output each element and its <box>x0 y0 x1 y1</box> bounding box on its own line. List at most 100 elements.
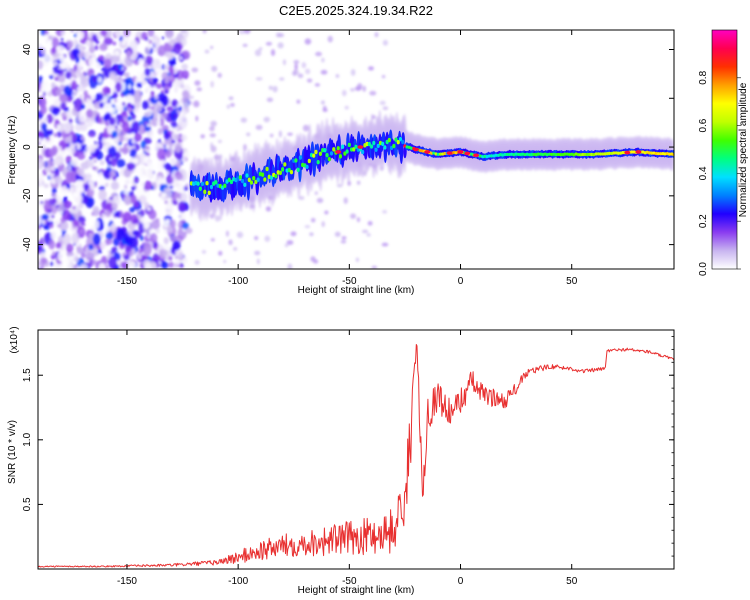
spectrogram-band-core <box>321 148 325 153</box>
spectrogram-noise-blob <box>144 77 148 81</box>
spectrogram-halo-blob <box>228 96 234 101</box>
spectrogram-band-core <box>327 156 331 162</box>
spectrogram-noise-blob <box>38 264 41 269</box>
snr-x-tick-label: 50 <box>566 576 578 587</box>
snr-x-tick-label: -100 <box>228 576 248 587</box>
spectrogram-noise-blob <box>88 103 93 107</box>
spectrogram-noise-blob <box>145 36 149 42</box>
spectrogram-halo-blob <box>327 35 333 43</box>
spectrogram-halo-blob <box>214 215 221 222</box>
spectrogram-noise-blob <box>38 214 42 226</box>
spectrogram-noise-blob <box>162 112 168 118</box>
spectrogram-noise-blob <box>68 255 73 261</box>
colorbar-tick-label: 0.6 <box>698 118 709 132</box>
spectrogram-halo-blob <box>246 132 251 137</box>
spectrogram-noise-blob <box>52 251 56 256</box>
spectrogram-halo-blob <box>284 243 289 248</box>
spectrogram-noise-blob <box>174 142 182 153</box>
spectrogram-noise-blob <box>46 211 54 222</box>
spectrogram-noise-blob <box>43 117 48 123</box>
spectrogram-noise-blob <box>163 162 172 170</box>
spectrogram-noise-blob <box>168 126 172 130</box>
spectrogram-noise-blob <box>151 116 159 127</box>
spectrogram-noise-blob <box>111 130 118 139</box>
spectrogram-halo-blob <box>336 183 343 188</box>
spectrogram-noise-blob <box>147 207 151 211</box>
spectrogram-noise-blob <box>51 47 57 54</box>
spectrogram-band-core <box>238 175 242 180</box>
spectrogram-halo-blob <box>210 142 214 150</box>
spectrogram-noise-blob <box>72 206 76 210</box>
snr-y-ticks: 0.5 1.0 1.5 <box>22 336 674 557</box>
spectrogram-noise-blob <box>123 194 132 206</box>
spectrogram-noise-blob <box>38 226 41 231</box>
spectrogram-noise-blob <box>137 58 144 64</box>
spectrogram-noise-blob <box>157 45 166 57</box>
spectrogram-noise-blob <box>93 159 98 163</box>
spectrogram-band-core <box>323 147 327 153</box>
spectrogram-noise-blob <box>114 30 123 38</box>
spectrogram-noise-blob <box>65 171 74 184</box>
spectrogram-noise-blob <box>178 114 188 129</box>
spectrogram-band-core <box>207 190 211 196</box>
spectrogram-noise-blob <box>141 100 150 110</box>
spectrogram-noise-blob <box>50 231 57 240</box>
spectrogram-halo-blob <box>255 124 263 131</box>
spectrogram-halo-blob <box>277 42 284 49</box>
spectrogram-noise-blob <box>98 185 105 191</box>
spectrogram-noise-blob <box>172 249 175 255</box>
spectrogram-halo-blob <box>210 238 215 242</box>
spectrogram-noise-blob <box>161 71 169 80</box>
spectrogram-halo-blob <box>225 230 229 237</box>
spectrogram-noise-blob <box>77 215 86 223</box>
spectrogram-halo-blob <box>379 100 386 106</box>
spectrogram-halo-blob <box>314 83 321 87</box>
spectrogram-noise-blob <box>76 186 85 194</box>
spectrogram-noise-blob <box>111 54 119 64</box>
spectrogram-noise-blob <box>38 230 41 239</box>
snr-x-ticks: -150 -100 -50 0 50 <box>117 330 578 587</box>
spectrogram-noise-blob <box>92 166 97 170</box>
spectrogram-band-core <box>336 146 340 151</box>
spectrogram-noise-blob <box>154 135 158 140</box>
spectrogram-halo-blob <box>191 67 199 73</box>
spectrogram-band-core <box>227 177 231 183</box>
spectrogram-band-core <box>229 179 234 185</box>
spectrogram-noise-blob <box>144 126 151 132</box>
spectrogram-noise-blob <box>157 138 161 144</box>
spectrogram-noise-blob <box>165 144 170 150</box>
spectrogram-band-core <box>205 181 209 186</box>
spectrogram-halo-blob <box>240 117 248 123</box>
spectrogram-noise-blob <box>163 132 171 140</box>
spectrogram-halo-blob <box>356 180 361 185</box>
spectrogram-noise-blob <box>133 168 139 173</box>
spectrogram-noise-blob <box>181 90 190 104</box>
spectrogram-noise-blob <box>154 95 159 100</box>
spectrogram-halo-blob <box>265 206 272 212</box>
spectrogram-noise-blob <box>83 150 87 156</box>
spectrogram-noise-blob <box>110 222 117 233</box>
spectrogram-band-core <box>278 170 282 176</box>
spectrogram-noise-blob <box>45 168 51 173</box>
spectrogram-noise-blob <box>127 115 133 122</box>
spectrogram-noise-blob <box>77 62 83 70</box>
spectrogram-halo-blob <box>320 69 328 75</box>
spectrogram-halo-blob <box>297 73 304 79</box>
spectrogram-noise-blob <box>62 115 68 121</box>
spectrogram-noise-blob <box>49 74 54 80</box>
spectrogram-noise-blob <box>66 96 72 103</box>
snr-x-tick-label: 0 <box>458 576 464 587</box>
spectrogram-noise-blob <box>115 82 122 93</box>
spectrogram-noise-blob <box>58 235 64 244</box>
colorbar-label: Normalized spectral amplitude <box>738 82 749 217</box>
spectrogram-band-core <box>325 152 329 158</box>
spectrogram-noise-blob <box>136 70 141 77</box>
spectrogram-noise-blob <box>92 76 98 82</box>
spectrogram-noise-blob <box>109 197 113 200</box>
spectrogram-noise-blob <box>59 210 63 215</box>
spectrogram-noise-blob <box>142 242 152 256</box>
spectrogram-noise-blob <box>116 159 126 168</box>
spectrogram-band-core <box>394 137 398 142</box>
spectrogram-halo-blob <box>296 99 301 104</box>
spectrogram-noise-blob <box>156 30 164 33</box>
